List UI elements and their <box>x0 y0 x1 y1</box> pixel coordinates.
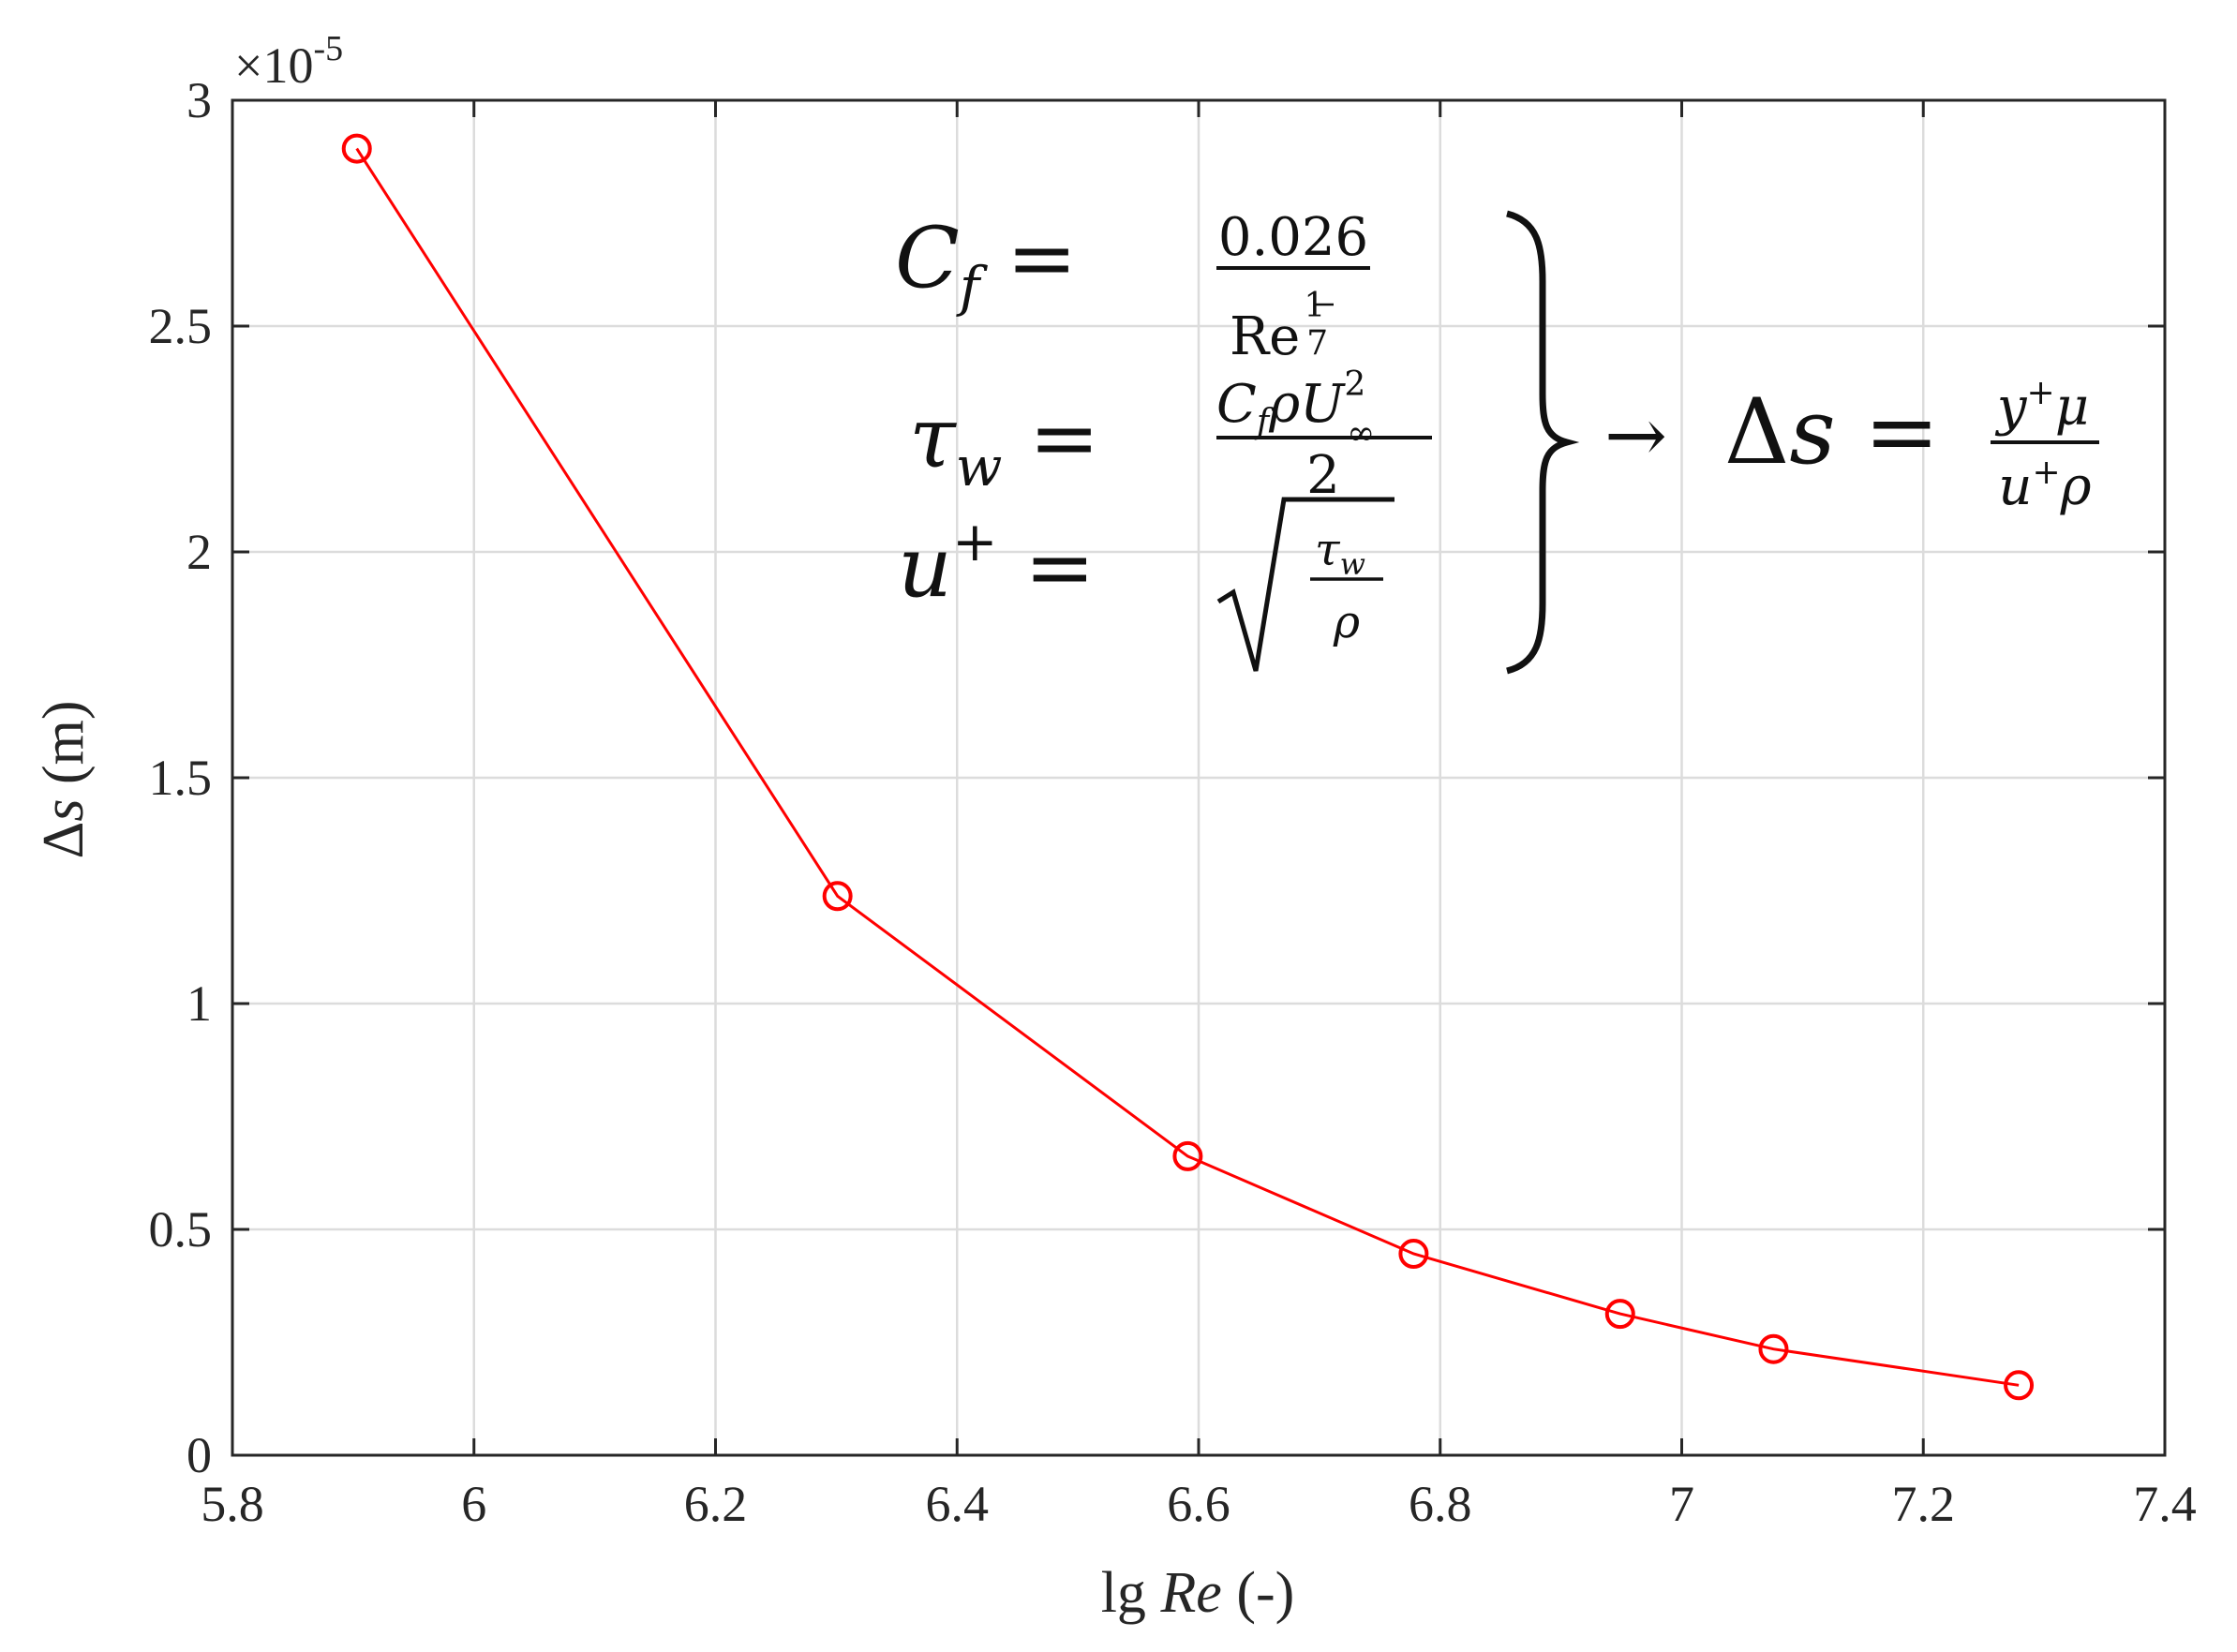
data-point-marker <box>822 881 853 912</box>
x-tick-label: 6.8 <box>1409 1476 1472 1532</box>
eq-u-den: ρ <box>1333 596 1360 648</box>
y-exponent-label: ×10-5 <box>234 29 343 94</box>
eq-tau-lhs: τw = <box>909 389 1099 499</box>
x-tick-label: 7.4 <box>2133 1476 2197 1532</box>
eq-sqrt-sign <box>1216 497 1394 672</box>
ticks: 5.8 6 6.2 6.4 6.6 6.8 7 7.2 7.4 0 0.5 1 1.5 2 2.5 3 <box>149 72 2197 1532</box>
eq-tau-den: 2 <box>1306 445 1340 506</box>
x-tick-label: 6.4 <box>926 1476 990 1532</box>
data-point-marker <box>1172 1140 1203 1171</box>
equation-block: Cf = 0.026 Re1 7 τw = CfρU2 ∞ 2 u+ = τw ρ … <box>895 207 2099 675</box>
eq-cf-lhs: Cf = <box>895 209 1077 319</box>
data-point-marker <box>341 133 372 164</box>
x-tick-label: 5.8 <box>201 1476 264 1532</box>
x-axis-label: lg Re (-) <box>1101 1561 1295 1625</box>
eq-ds-den: u+ρ <box>1998 454 2091 517</box>
y-axis-label: Δs (m) <box>32 700 96 858</box>
y-tick-label: 1 <box>186 975 212 1032</box>
x-tick-label: 6.2 <box>684 1476 748 1532</box>
series-line <box>355 147 2020 1387</box>
eq-u-num: τw <box>1315 524 1365 582</box>
x-tick-label: 7 <box>1669 1476 1694 1532</box>
eq-tau-num: CfρU2 ∞ <box>1216 365 1375 453</box>
data-point-marker <box>1604 1299 1635 1330</box>
y-tick-label: 3 <box>186 72 212 128</box>
x-tick-label: 7.2 <box>1892 1476 1956 1532</box>
y-tick-label: 2.5 <box>149 298 213 354</box>
grid <box>231 98 2167 1457</box>
y-tick-label: 0 <box>186 1427 212 1483</box>
eq-cf-den: Re1 7 <box>1230 287 1328 367</box>
eq-cf-num: 0.026 <box>1218 207 1368 268</box>
y-tick-label: 2 <box>186 524 212 580</box>
y-tick-label: 0.5 <box>149 1201 213 1258</box>
data-point-marker <box>2004 1370 2035 1401</box>
series <box>341 133 2035 1401</box>
data-point-marker <box>1758 1333 1789 1364</box>
eq-ds-num: y+μ <box>1994 374 2089 438</box>
data-point-marker <box>1398 1239 1429 1270</box>
eq-right-brace <box>1505 210 1580 675</box>
y-tick-label: 1.5 <box>149 750 213 806</box>
x-tick-label: 6.6 <box>1167 1476 1230 1532</box>
eq-u-lhs: u+ = <box>898 510 1096 617</box>
x-tick-label: 6 <box>461 1476 486 1532</box>
eq-arrow: → <box>1604 392 1667 479</box>
eq-ds-lhs: Δs = <box>1724 380 1940 484</box>
